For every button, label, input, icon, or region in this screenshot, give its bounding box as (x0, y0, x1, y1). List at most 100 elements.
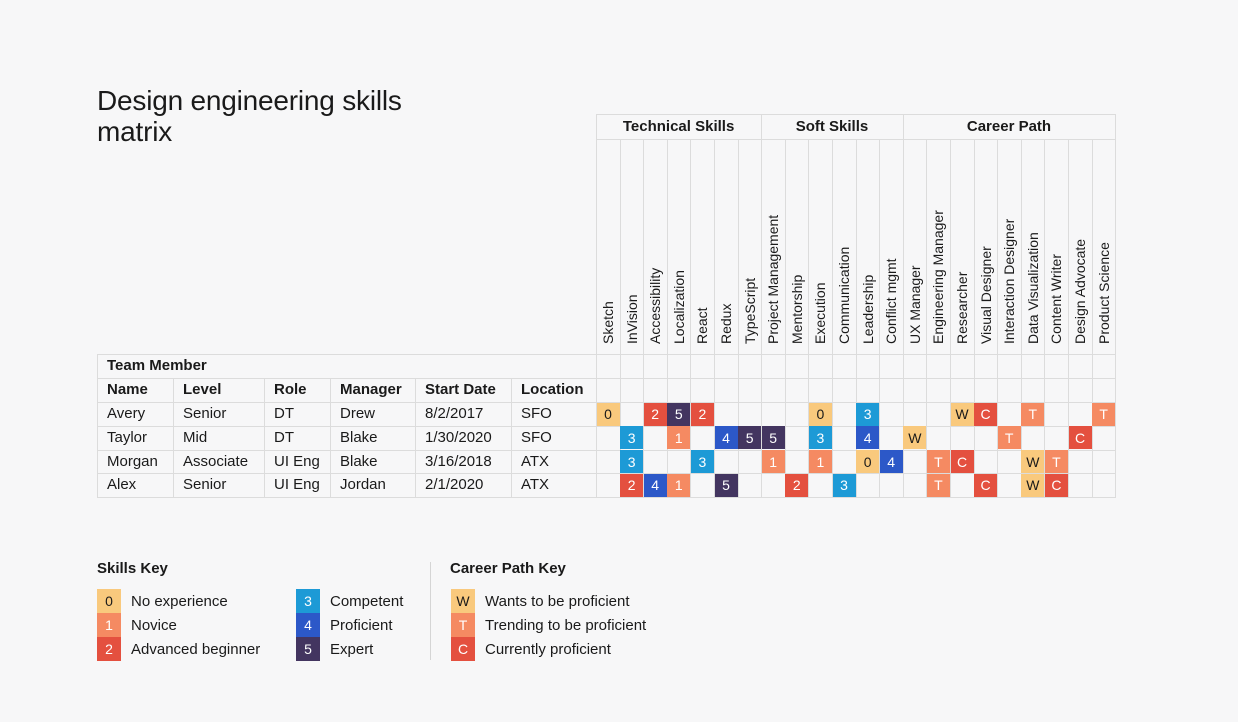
member-header-cell (511, 378, 597, 403)
grid-cell (784, 449, 810, 475)
grid-cell (714, 354, 739, 379)
rating-badge: 3 (856, 402, 880, 426)
rating-badge: 1 (667, 426, 691, 450)
rating-badge: T (1044, 450, 1068, 474)
grid-cell (1091, 449, 1117, 475)
rating-badge: C (974, 402, 998, 426)
grid-cell (1068, 402, 1093, 427)
column-label-cell (808, 139, 833, 355)
key-swatch: 2 (97, 637, 121, 661)
column-label-cell (832, 139, 857, 355)
key-item: C Currently proficient (451, 637, 611, 661)
grid-cell (973, 378, 999, 403)
rating-badge: T (926, 473, 950, 497)
skills-key-title: Skills Key (97, 560, 168, 577)
grid-cell (879, 378, 904, 403)
group-header-cell (761, 114, 904, 140)
table-cell (264, 449, 331, 475)
grid-cell (973, 425, 999, 451)
column-label-cell (1044, 139, 1069, 355)
grid-cell (714, 449, 739, 475)
rating-badge: C (1044, 473, 1068, 497)
table-cell-text: SFO (521, 428, 552, 446)
grid-cell (879, 425, 904, 451)
key-divider (430, 562, 431, 660)
rating-badge: W (1021, 473, 1045, 497)
grid-cell (1044, 378, 1069, 403)
rating-badge: 3 (620, 426, 644, 450)
rating-badge: 3 (808, 426, 832, 450)
column-label: Localization (670, 270, 687, 344)
grid-cell (902, 449, 928, 475)
grid-cell (643, 354, 668, 379)
grid-cell (832, 425, 857, 451)
column-label-cell (1020, 139, 1046, 355)
grid-cell (737, 473, 763, 499)
rating-badge: C (950, 450, 974, 474)
grid-cell (997, 473, 1022, 499)
key-item: 0 No experience (97, 589, 228, 613)
column-label-cell (1068, 139, 1093, 355)
grid-cell (973, 449, 999, 475)
rating-badge: 2 (785, 473, 809, 497)
grid-cell (1044, 402, 1069, 427)
column-label: Leadership (859, 274, 876, 344)
rating-badge: C (974, 473, 998, 497)
grid-cell (1044, 425, 1069, 451)
grid-cell (1068, 449, 1093, 475)
grid-cell (997, 449, 1022, 475)
page-title: Design engineering skills matrix (97, 85, 402, 147)
grid-cell (761, 402, 786, 427)
grid-cell (1068, 473, 1093, 499)
key-swatch: 3 (296, 589, 320, 613)
grid-cell (1068, 354, 1093, 379)
column-label: Accessibility (647, 267, 664, 344)
table-cell-text: Mid (183, 428, 208, 446)
rating-badge: T (926, 450, 950, 474)
grid-cell (950, 378, 975, 403)
grid-cell (690, 378, 715, 403)
group-header-label: Career Path (966, 118, 1052, 135)
grid-cell (879, 354, 904, 379)
rating-badge: 3 (832, 473, 856, 497)
grid-cell (737, 449, 763, 475)
grid-cell (902, 354, 928, 379)
grid-cell (879, 473, 904, 499)
table-cell (511, 449, 597, 475)
table-cell-text: 3/16/2018 (425, 452, 492, 470)
table-cell (97, 473, 174, 499)
rating-badge: 5 (738, 426, 762, 450)
table-cell (173, 473, 265, 499)
key-item: W Wants to be proficient (451, 589, 630, 613)
column-label: Mentorship (788, 274, 805, 344)
table-cell-text: Drew (340, 405, 376, 422)
table-cell-text: UI Eng (274, 452, 320, 470)
key-label: Trending to be proficient (485, 616, 647, 634)
key-item: 4 Proficient (296, 613, 393, 637)
member-header-label: Name (107, 381, 148, 398)
career-key-title: Career Path Key (450, 560, 566, 577)
grid-cell (619, 354, 645, 379)
rating-badge: 1 (761, 450, 785, 474)
grid-cell (997, 402, 1022, 427)
table-cell (330, 425, 416, 451)
table-cell-text: 8/2/2017 (425, 405, 484, 422)
grid-cell (997, 378, 1022, 403)
grid-cell (926, 354, 951, 379)
column-label: Data Visualization (1024, 232, 1041, 344)
column-label: Engineering Manager (930, 210, 947, 344)
grid-cell (643, 449, 668, 475)
grid-cell (1091, 473, 1117, 499)
grid-cell (1020, 425, 1046, 451)
grid-cell (926, 378, 951, 403)
column-label-cell (784, 139, 810, 355)
group-header-label: Technical Skills (622, 118, 735, 135)
table-cell-text: Associate (183, 452, 249, 470)
table-cell (173, 449, 265, 475)
column-label: Interaction Designer (1001, 218, 1018, 344)
group-header-label: Soft Skills (795, 118, 869, 135)
column-label-cell (855, 139, 881, 355)
column-label: UX Manager (906, 265, 923, 344)
column-label-cell (643, 139, 668, 355)
